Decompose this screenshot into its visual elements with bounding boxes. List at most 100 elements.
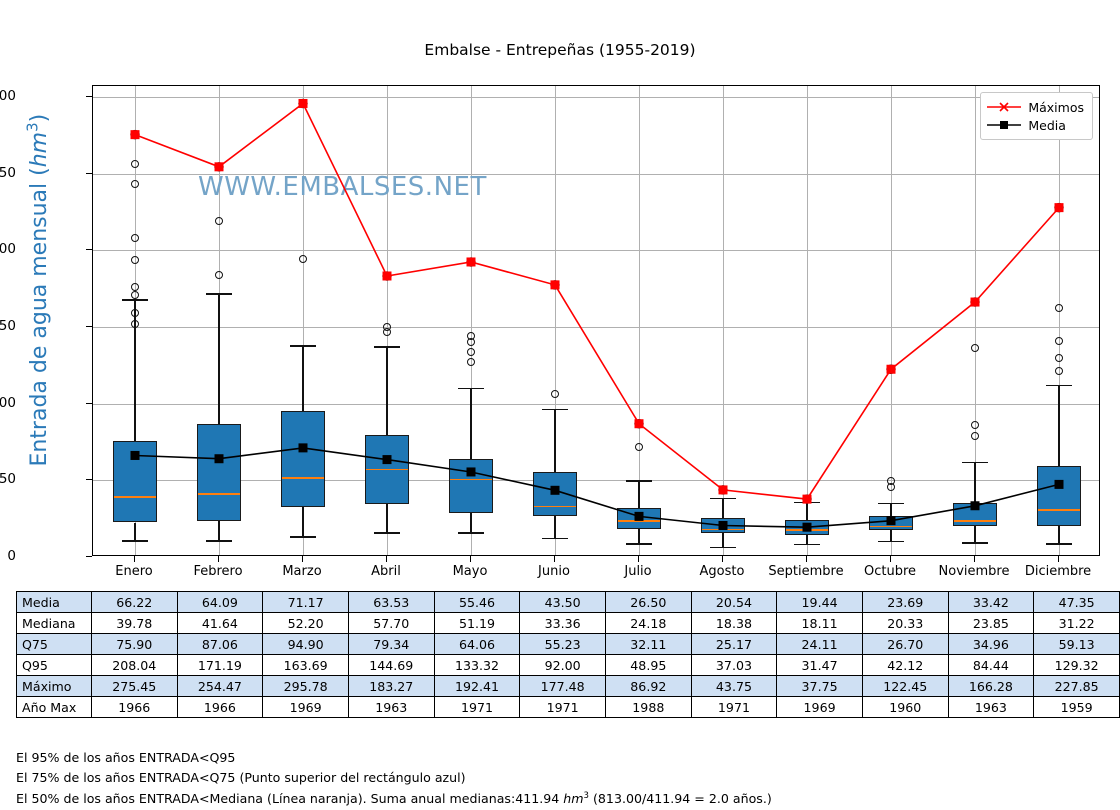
gridline-y-50 (93, 480, 1099, 482)
cap-upper (878, 502, 904, 504)
whisker-upper (806, 501, 808, 521)
y-axis-label: Entrada de agua mensual (hm3) (24, 40, 52, 540)
series-media (130, 443, 1064, 532)
outlier-point (131, 319, 139, 328)
median-line (282, 476, 324, 479)
cap-upper (206, 293, 232, 295)
median-line (954, 520, 996, 523)
median-line (786, 529, 828, 531)
table-cell: 1988 (605, 696, 692, 718)
box-iqr (197, 423, 241, 521)
table-cell: 171.19 (176, 654, 264, 676)
series-mximos (130, 98, 1064, 504)
outlier-point (131, 180, 139, 189)
table-cell: 1971 (433, 696, 521, 718)
footnote-mediana-b: (813.00/411.94 = 2.0 años.) (589, 791, 772, 807)
table-cell: 71.17 (262, 591, 349, 613)
box-iqr (281, 411, 325, 508)
x-tick-mark-9 (890, 556, 891, 562)
x-tick-label-marzo: Marzo (282, 564, 322, 579)
x-tick-label-septiembre: Septiembre (768, 564, 844, 579)
x-tick-label-abril: Abril (371, 564, 401, 579)
whisker-upper (638, 480, 640, 508)
x-tick-label-enero: Enero (115, 564, 153, 579)
whisker-upper (890, 502, 892, 517)
median-line (114, 496, 156, 498)
table-cell: 1966 (176, 696, 264, 718)
x-tick-mark-4 (470, 556, 471, 562)
legend[interactable]: Máximos Media (980, 92, 1093, 140)
y-tick-mark-0 (86, 556, 92, 557)
footnote-unit: hm (563, 791, 584, 807)
table-cell: 227.85 (1033, 675, 1120, 697)
whisker-upper (722, 497, 724, 519)
whisker-lower (1058, 526, 1060, 544)
table-row: Media 66.22 64.09 71.17 63.53 55.46 43.50 26.50… (16, 591, 1120, 613)
table-cell: 1966 (90, 696, 178, 718)
table-cell: 1969 (776, 696, 863, 718)
table-cell: 26.50 (605, 591, 692, 613)
cap-upper (542, 409, 568, 411)
outlier-point (131, 255, 139, 264)
table-cell: 18.11 (776, 612, 863, 634)
footnotes: El 95% de los años ENTRADA<Q95 El 75% de… (16, 748, 772, 809)
whisker-upper (386, 346, 388, 436)
y-tick-label-200: 200 (0, 241, 16, 258)
table-cell: 39.78 (90, 612, 178, 634)
line-series-overlay (130, 98, 1064, 532)
table-cell: 177.48 (519, 675, 607, 697)
table-cell: 34.96 (947, 633, 1035, 655)
gridline-y-300 (93, 97, 1099, 98)
outlier-point (383, 323, 391, 331)
gridline-x-7 (723, 86, 724, 555)
table-cell: 92.00 (519, 654, 607, 676)
table-cell: 42.12 (861, 654, 949, 676)
table-cell: 57.70 (347, 612, 435, 634)
whisker-lower (974, 526, 976, 543)
table-cell: 24.11 (776, 633, 863, 655)
footnote-mediana: El 50% de los años ENTRADA<Mediana (Líne… (16, 787, 772, 809)
x-tick-mark-3 (386, 556, 387, 562)
whisker-lower (554, 516, 556, 538)
x-tick-mark-10 (974, 556, 975, 562)
median-line (534, 505, 576, 508)
legend-item-media[interactable]: Media (987, 116, 1084, 134)
gridline-y-100 (93, 403, 1099, 405)
cap-lower (290, 536, 316, 538)
box-iqr (785, 520, 829, 535)
box-iqr (449, 458, 493, 514)
x-tick-mark-7 (722, 556, 723, 562)
table-cell: 43.75 (690, 675, 778, 697)
table-row-label: Máximo (16, 675, 92, 697)
box-iqr (617, 507, 661, 530)
table-cell: 20.33 (861, 612, 949, 634)
outlier-point (467, 357, 475, 366)
table-cell: 192.41 (433, 675, 521, 697)
series-line (134, 102, 1060, 500)
legend-key-media (987, 118, 1022, 132)
y-tick-mark-100 (86, 402, 92, 404)
x-tick-mark-1 (218, 556, 219, 562)
cap-lower (962, 542, 988, 544)
table-cell: 55.23 (519, 633, 607, 655)
whisker-lower (638, 529, 640, 544)
table-cell: 26.70 (861, 633, 949, 655)
statistics-table-body: Media 66.22 64.09 71.17 63.53 55.46 43.50 26.50… (16, 591, 1120, 718)
legend-item-maximos[interactable]: Máximos (987, 98, 1084, 116)
outlier-point (635, 443, 643, 452)
table-cell: 295.78 (262, 675, 349, 697)
table-cell: 24.18 (605, 612, 692, 634)
y-axis-label-text: Entrada de agua mensual (hm3) (23, 113, 53, 467)
table-cell: 32.11 (605, 633, 692, 655)
box-iqr (701, 518, 745, 534)
whisker-lower (218, 520, 220, 541)
whisker-upper (554, 409, 556, 473)
x-tick-label-diciembre: Diciembre (1024, 564, 1092, 579)
table-cell: 1959 (1033, 696, 1120, 718)
whisker-lower (134, 522, 136, 541)
x-tick-mark-8 (806, 556, 807, 562)
whisker-upper (974, 461, 976, 504)
table-cell: 33.42 (947, 591, 1035, 613)
table-row-label: Mediana (16, 612, 92, 634)
outlier-point (551, 390, 559, 399)
